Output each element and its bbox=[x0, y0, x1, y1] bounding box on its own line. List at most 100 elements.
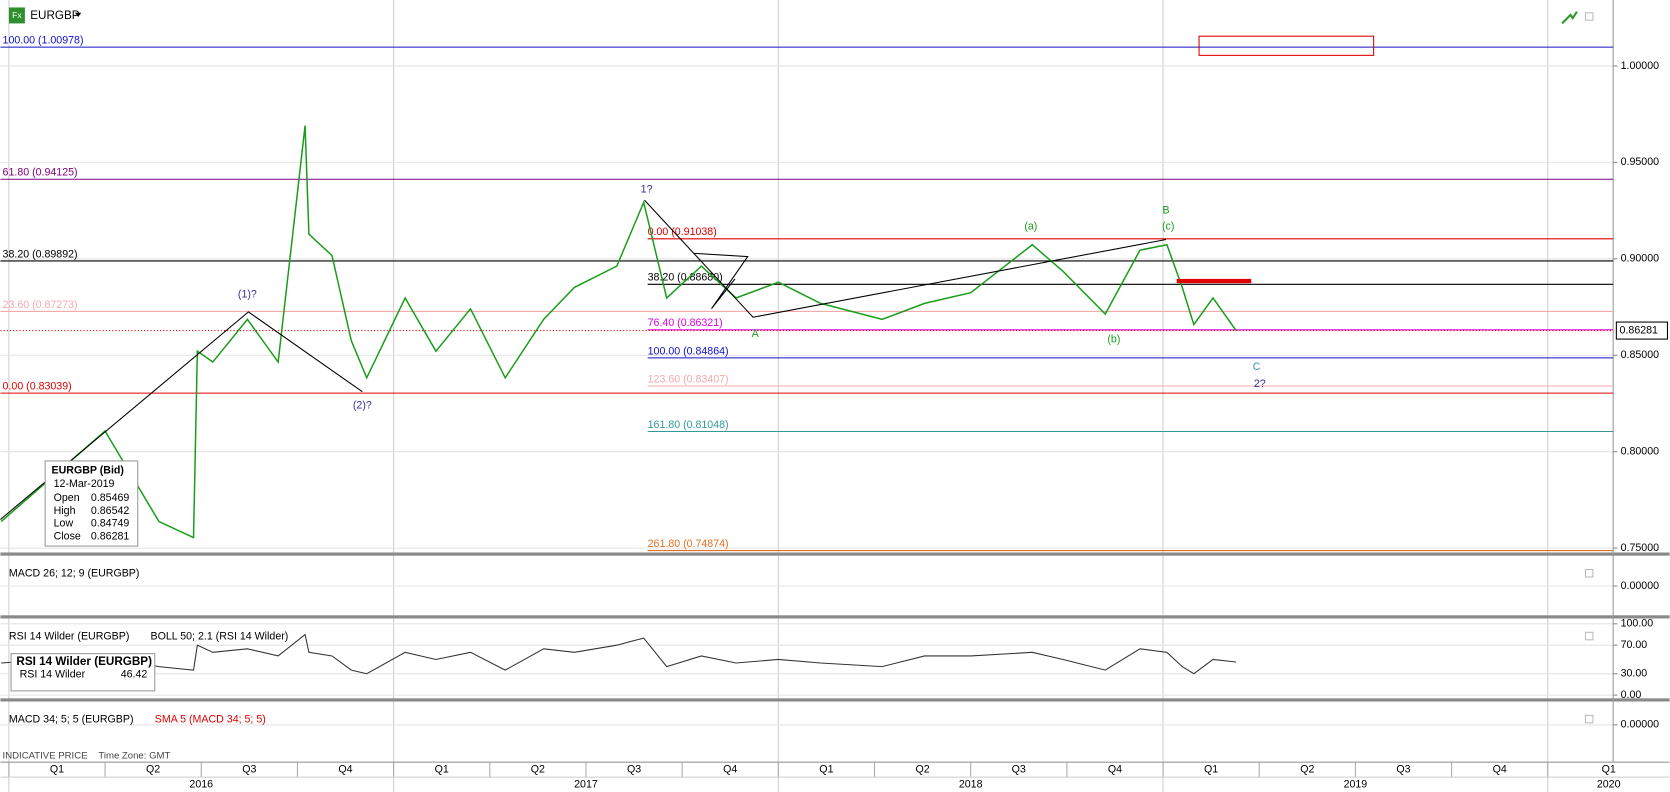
fib-label: 100.00 (0.84864) bbox=[648, 345, 729, 357]
fib-label: 23.60 (0.87273) bbox=[3, 299, 78, 311]
wave-label: A bbox=[752, 328, 760, 340]
y-tick-label: 100.00 bbox=[1621, 618, 1654, 630]
wave-label: (1)? bbox=[238, 289, 257, 301]
info-field-value: 0.84749 bbox=[91, 518, 129, 530]
panel-button[interactable] bbox=[1584, 631, 1594, 641]
price-line bbox=[1, 633, 1237, 675]
info-box bbox=[44, 460, 139, 547]
info-field-label: Low bbox=[54, 518, 74, 530]
quarter-label: Q3 bbox=[627, 763, 641, 775]
quarter-label: Q3 bbox=[242, 763, 256, 775]
y-tick-label: 0.95000 bbox=[1621, 156, 1659, 168]
rsi-info-label: RSI 14 Wilder bbox=[20, 669, 86, 681]
fx-icon-text: Fx bbox=[12, 10, 22, 20]
quarter-label: Q1 bbox=[50, 763, 64, 775]
rsi-info-box bbox=[10, 653, 156, 692]
quarter-label: Q4 bbox=[1108, 763, 1122, 775]
fx-icon bbox=[8, 7, 25, 24]
dropdown-arrow[interactable] bbox=[74, 12, 82, 18]
y-tick-label: 70.00 bbox=[1621, 639, 1648, 651]
wave-label: 1? bbox=[641, 183, 653, 195]
panel-separator bbox=[0, 552, 1670, 556]
indicator-title: MACD 34; 5; 5 (EURGBP) bbox=[9, 713, 134, 725]
wave-label: (a) bbox=[1024, 221, 1037, 233]
last-price-tag bbox=[1615, 321, 1668, 340]
y-tick-label: 0.00 bbox=[1621, 689, 1642, 701]
footer-text: INDICATIVE PRICE bbox=[3, 750, 88, 761]
trend-line bbox=[0, 311, 363, 520]
fib-label: 61.80 (0.94125) bbox=[3, 167, 78, 179]
quarter-label: Q1 bbox=[1602, 763, 1616, 775]
indicator-overlay: SMA 5 (MACD 34; 5; 5) bbox=[155, 713, 266, 725]
panel-separator bbox=[0, 615, 1670, 619]
info-field-value: 0.86542 bbox=[91, 505, 129, 517]
wave-label: B bbox=[1163, 205, 1170, 217]
footer-text: Time Zone: GMT bbox=[98, 750, 170, 761]
year-label: 2019 bbox=[1344, 778, 1368, 790]
year-label: 2020 bbox=[1597, 778, 1621, 790]
fib-label: 38.20 (0.89892) bbox=[3, 248, 78, 260]
fib-label: 38.20 (0.88680) bbox=[648, 272, 723, 284]
symbol-title[interactable]: EURGBP bbox=[30, 9, 80, 22]
trend-icon[interactable] bbox=[1561, 11, 1578, 25]
indicator-overlay: BOLL 50; 2.1 (RSI 14 Wilder) bbox=[151, 630, 289, 642]
last-price-label: 0.86281 bbox=[1620, 324, 1658, 336]
y-tick-label: 0.85000 bbox=[1621, 349, 1659, 361]
fib-label: 161.80 (0.81048) bbox=[648, 419, 729, 431]
quarter-label: Q1 bbox=[819, 763, 833, 775]
info-field-label: Open bbox=[54, 492, 80, 504]
triangle-line bbox=[694, 252, 749, 310]
y-tick-label: 0.80000 bbox=[1621, 446, 1659, 458]
fib-label: 0.00 (0.83039) bbox=[3, 381, 72, 393]
quarter-label: Q1 bbox=[435, 763, 449, 775]
info-field-value: 0.85469 bbox=[91, 492, 129, 504]
y-tick-label: 30.00 bbox=[1621, 668, 1648, 680]
fib-label: 123.60 (0.83407) bbox=[648, 373, 729, 385]
y-tick-label: 1.00000 bbox=[1621, 60, 1659, 72]
quarter-label: Q1 bbox=[1204, 763, 1218, 775]
window-button[interactable] bbox=[1584, 12, 1594, 21]
y-tick-label: 0.00000 bbox=[1621, 719, 1659, 731]
rsi-info-title: RSI 14 Wilder (EURGBP) bbox=[16, 655, 152, 668]
y-tick-label: 0.75000 bbox=[1621, 542, 1659, 554]
indicator-title: RSI 14 Wilder (EURGBP) bbox=[9, 630, 129, 642]
wave-label: 2? bbox=[1254, 378, 1266, 390]
y-tick-label: 0.00000 bbox=[1621, 580, 1659, 592]
y-tick-label: 0.90000 bbox=[1621, 253, 1659, 265]
indicator-title: MACD 26; 12; 9 (EURGBP) bbox=[9, 568, 140, 580]
wave-label: (c) bbox=[1162, 221, 1174, 233]
year-label: 2017 bbox=[574, 778, 598, 790]
fib-label: 76.40 (0.86321) bbox=[648, 317, 723, 329]
quarter-label: Q2 bbox=[915, 763, 929, 775]
wave-label: (b) bbox=[1107, 333, 1120, 345]
drawn-zone bbox=[1176, 278, 1252, 284]
wave-label: C bbox=[1253, 361, 1261, 373]
quarter-label: Q4 bbox=[723, 763, 737, 775]
drawn-rectangle bbox=[1198, 35, 1375, 56]
panel-separator bbox=[0, 698, 1670, 702]
year-label: 2016 bbox=[189, 778, 213, 790]
year-label: 2018 bbox=[959, 778, 983, 790]
wave-label: (2)? bbox=[353, 399, 372, 411]
quarter-label: Q4 bbox=[338, 763, 352, 775]
price-line bbox=[0, 125, 1237, 539]
quarter-label: Q3 bbox=[1396, 763, 1410, 775]
info-field-label: High bbox=[54, 505, 76, 517]
panel-button[interactable] bbox=[1584, 568, 1594, 578]
fib-label: 100.00 (1.00978) bbox=[3, 35, 84, 47]
info-field-label: Close bbox=[54, 530, 81, 542]
fib-label: 261.80 (0.74874) bbox=[648, 538, 729, 550]
panel-button[interactable] bbox=[1584, 714, 1594, 724]
quarter-label: Q2 bbox=[146, 763, 160, 775]
trend-line bbox=[644, 199, 1167, 318]
quarter-label: Q4 bbox=[1493, 763, 1507, 775]
info-title: EURGBP (Bid) bbox=[52, 464, 125, 476]
info-field-value: 0.86281 bbox=[91, 530, 129, 542]
quarter-label: Q2 bbox=[1300, 763, 1314, 775]
quarter-label: Q2 bbox=[531, 763, 545, 775]
info-date: 12-Mar-2019 bbox=[54, 478, 115, 490]
quarter-label: Q3 bbox=[1012, 763, 1026, 775]
rsi-info-value: 46.42 bbox=[121, 669, 148, 681]
